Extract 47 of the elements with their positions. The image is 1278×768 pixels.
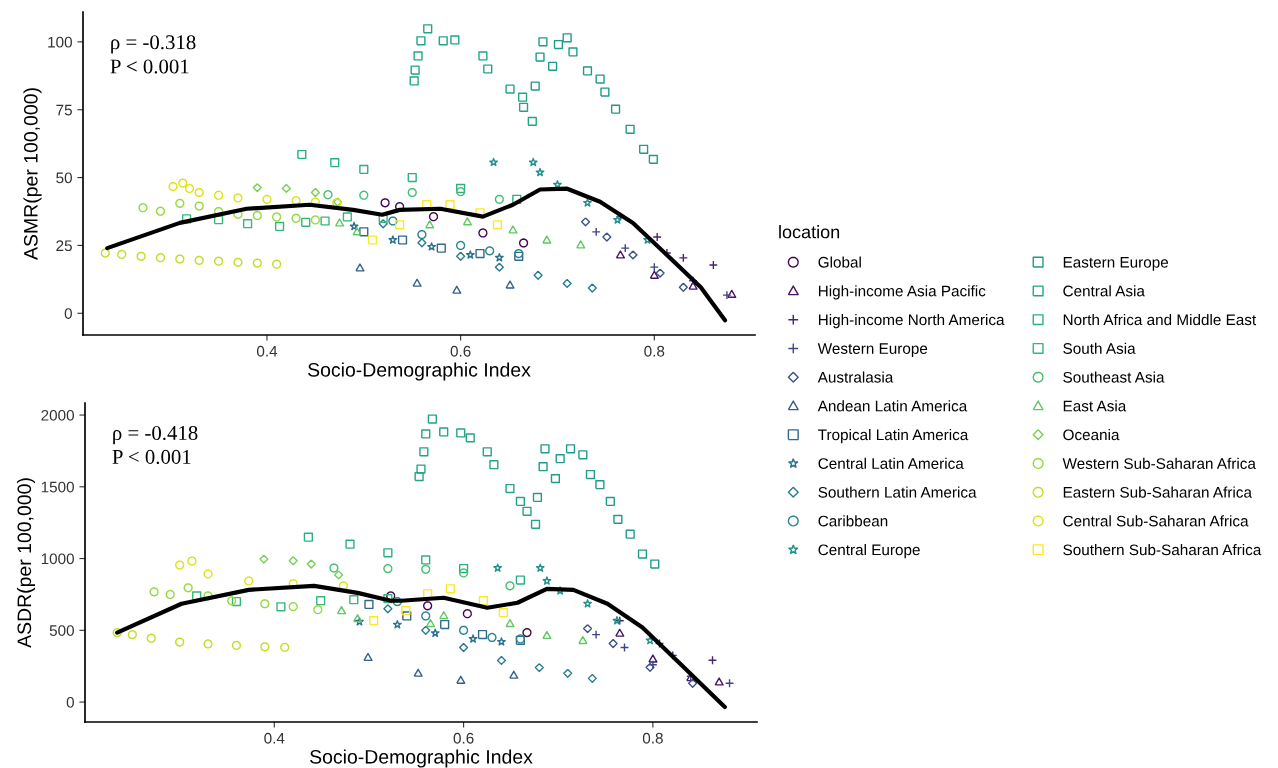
legend-label: Global bbox=[818, 256, 861, 268]
annotation: ρ = -0.318 bbox=[111, 35, 196, 54]
legend-label: Australasia bbox=[817, 371, 894, 383]
x-axis-title: Socio-Demographic Index bbox=[310, 749, 533, 768]
y-tick-label: 1000 bbox=[41, 553, 74, 565]
legend-label: Caribbean bbox=[818, 515, 888, 527]
legend-label: Tropical Latin America bbox=[818, 428, 969, 444]
legend-title: location bbox=[779, 225, 840, 239]
y-tick-label: 500 bbox=[49, 625, 74, 636]
legend-label: Eastern Sub-Saharan Africa bbox=[1063, 486, 1252, 498]
legend-label: Eastern Europe bbox=[1063, 257, 1169, 271]
legend-label: High-income North America bbox=[818, 313, 1005, 329]
legend-label: Southeast Asia bbox=[1063, 371, 1165, 383]
x-tick-label: 0.6 bbox=[453, 732, 474, 744]
x-axis-title: Socio-Demographic Index bbox=[308, 362, 531, 381]
legend-label: Central Europe bbox=[818, 544, 920, 559]
legend-label: Western Europe bbox=[817, 343, 928, 357]
y-tick-label: 25 bbox=[56, 240, 72, 252]
y-axis-title: ASDR(per 100,000) bbox=[16, 478, 36, 648]
x-tick-label: 0.8 bbox=[644, 345, 665, 357]
legend-label: Southern Latin America bbox=[818, 486, 977, 498]
legend-label: High-income Asia Pacific bbox=[818, 285, 986, 300]
y-tick-label: 0 bbox=[66, 696, 74, 708]
x-tick-label: 0.4 bbox=[264, 732, 285, 744]
x-tick-label: 0.8 bbox=[642, 732, 663, 744]
legend-label: Oceania bbox=[1063, 428, 1120, 441]
legend-label: Andean Latin America bbox=[817, 400, 968, 412]
x-tick-label: 0.4 bbox=[256, 345, 278, 357]
legend-label: Southern Sub-Saharan Africa bbox=[1063, 544, 1262, 556]
legend-label: Central Sub-Saharan Africa bbox=[1063, 515, 1249, 527]
legend-label: Western Sub-Saharan Africa bbox=[1062, 457, 1256, 469]
annotation: ρ = -0.418 bbox=[113, 425, 198, 445]
y-tick-label: 75 bbox=[56, 104, 72, 116]
y-tick-label: 2000 bbox=[41, 409, 74, 421]
annotation: P < 0.001 bbox=[110, 59, 189, 74]
x-tick-label: 0.6 bbox=[450, 345, 471, 357]
legend-label: South Asia bbox=[1063, 342, 1136, 354]
annotation: P < 0.001 bbox=[112, 449, 191, 465]
legend-label: Central Latin America bbox=[818, 457, 964, 469]
legend-label: North Africa and Middle East bbox=[1063, 313, 1257, 326]
y-tick-label: 50 bbox=[56, 172, 72, 184]
y-tick-label: 0 bbox=[64, 308, 72, 319]
y-tick-label: 100 bbox=[48, 36, 72, 48]
legend-label: East Asia bbox=[1063, 400, 1127, 412]
legend-label: Central Asia bbox=[1063, 285, 1145, 297]
y-axis-title: ASMR(per 100,000) bbox=[23, 88, 42, 260]
y-tick-label: 1500 bbox=[41, 481, 74, 493]
